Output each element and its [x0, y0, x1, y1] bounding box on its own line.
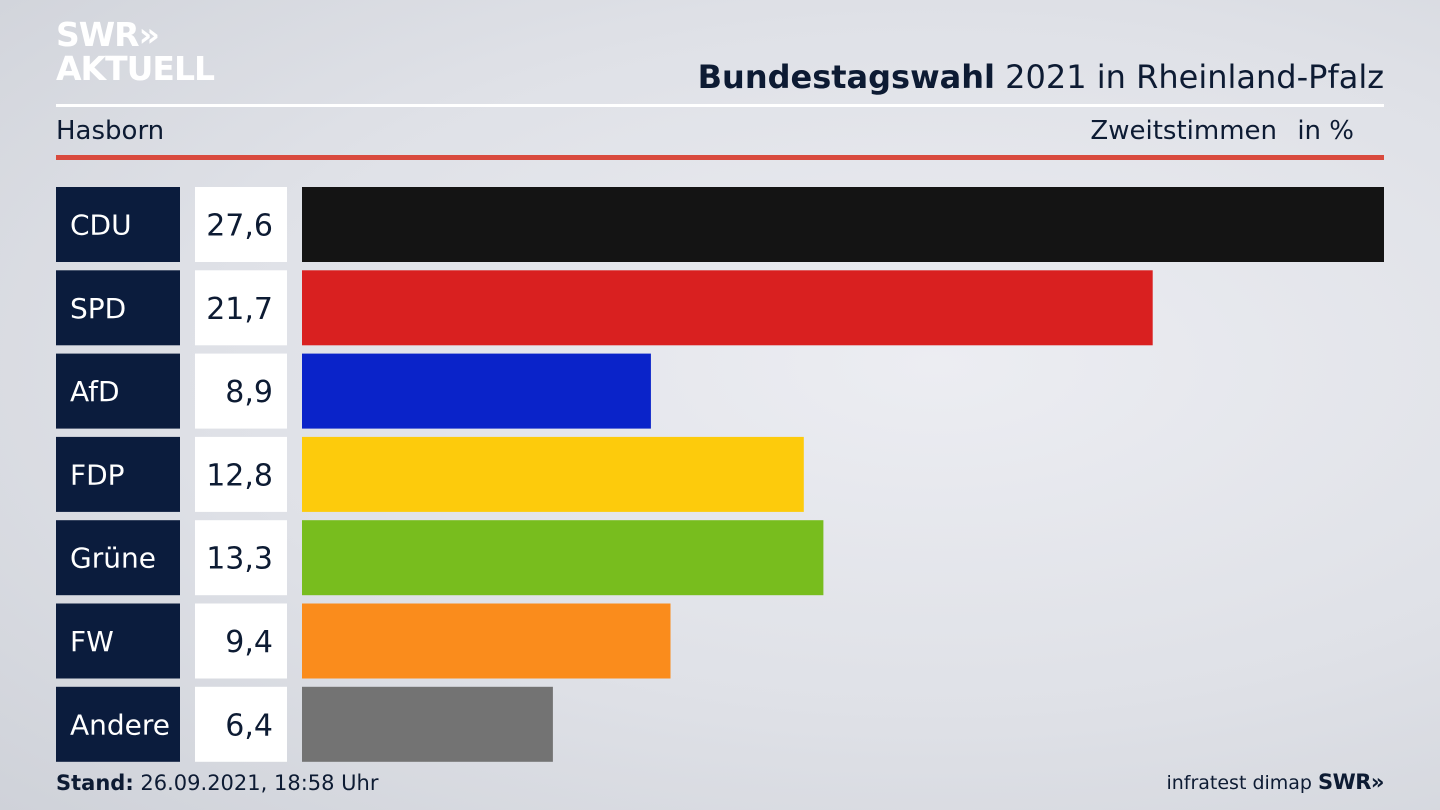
party-label-fw: FW	[70, 625, 114, 658]
value-box-andere	[195, 686, 287, 762]
value-box-afd	[195, 353, 287, 429]
swr-aktuell-logo: SWR» AKTUELL	[56, 15, 215, 88]
timestamp: Stand: 26.09.2021, 18:58 Uhr	[56, 771, 379, 795]
chart-title: Bundestagswahl 2021 in Rheinland-Pfalz	[698, 58, 1384, 96]
bar-spd	[302, 270, 1153, 346]
bar-andere	[302, 686, 553, 762]
party-label-box-cdu	[56, 187, 180, 262]
accent-rule	[56, 155, 1384, 160]
value-label-fdp: 12,8	[206, 458, 273, 493]
party-label-cdu: CDU	[70, 209, 132, 242]
bar-fdp	[302, 436, 804, 512]
party-label-box-fdp	[56, 436, 180, 512]
party-label-box-spd	[56, 270, 180, 346]
value-box-cdu	[195, 187, 287, 262]
bar-afd	[302, 353, 651, 429]
value-label-grne: 13,3	[206, 542, 273, 577]
value-label-afd: 8,9	[225, 375, 273, 410]
title-bold: Bundestagswahl	[697, 58, 995, 96]
value-label-spd: 21,7	[206, 292, 273, 327]
party-label-fdp: FDP	[70, 458, 125, 491]
value-box-fw	[195, 603, 287, 679]
logo-aktuell-text: AKTUELL	[56, 49, 215, 88]
party-label-box-afd	[56, 353, 180, 429]
party-label-afd: AfD	[70, 375, 120, 408]
value-label-cdu: 27,6	[206, 209, 273, 244]
value-label-andere: 6,4	[225, 708, 273, 743]
value-box-grne	[195, 520, 287, 596]
vote-type-label: Zweitstimmen	[1090, 116, 1277, 146]
region-name: Hasborn	[56, 116, 165, 146]
header-divider	[56, 104, 1384, 107]
stand-value: 26.09.2021, 18:58 Uhr	[133, 771, 379, 795]
stand-label: Stand:	[56, 771, 134, 795]
party-label-box-grne	[56, 520, 180, 596]
party-label-box-fw	[56, 603, 180, 679]
unit-label: in %	[1297, 116, 1354, 146]
value-box-fdp	[195, 436, 287, 512]
bar-cdu	[302, 187, 1384, 262]
value-box-spd	[195, 270, 287, 346]
value-label-fw: 9,4	[225, 625, 273, 660]
source-label: infratest dimap	[1166, 772, 1312, 794]
party-label-spd: SPD	[70, 292, 126, 325]
title-rest: 2021 in Rheinland-Pfalz	[995, 58, 1384, 96]
bar-fw	[302, 603, 671, 679]
party-label-andere: Andere	[70, 708, 170, 741]
party-label-grne: Grüne	[70, 542, 156, 575]
party-label-box-andere	[56, 686, 180, 762]
swr-footer-logo: SWR»	[1317, 770, 1385, 794]
bar-grne	[302, 520, 824, 596]
logo-swr-text: SWR	[56, 15, 140, 54]
